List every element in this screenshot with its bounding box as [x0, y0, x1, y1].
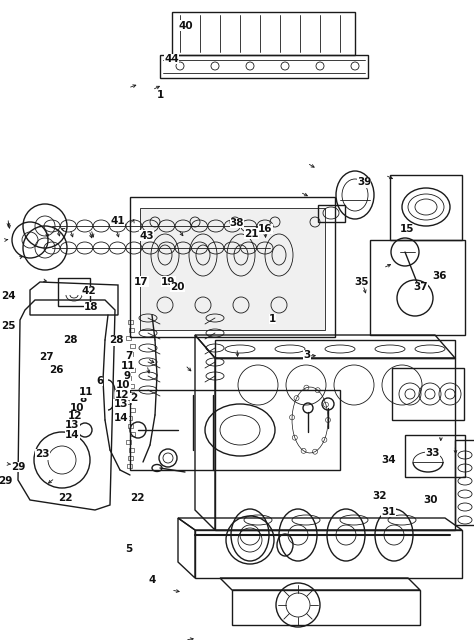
Text: 10: 10	[116, 380, 130, 390]
Text: 11: 11	[79, 387, 93, 397]
Bar	[405, 435, 465, 477]
Text: 3: 3	[303, 350, 311, 360]
Polygon shape	[140, 208, 325, 330]
Text: 7: 7	[125, 351, 133, 361]
Bar	[130, 408, 135, 412]
Text: 39: 39	[357, 177, 371, 188]
Text: 22: 22	[58, 493, 73, 503]
Text: 34: 34	[382, 454, 396, 465]
Bar	[128, 352, 133, 356]
Bar	[129, 448, 134, 452]
Bar	[130, 390, 340, 470]
Bar	[128, 320, 133, 324]
Text: 32: 32	[372, 491, 386, 501]
Text: 6: 6	[96, 376, 103, 386]
Text: 9: 9	[123, 371, 131, 381]
Text: 11: 11	[121, 361, 135, 371]
Text: 5: 5	[125, 544, 133, 554]
Text: 14: 14	[65, 430, 79, 440]
Text: 24: 24	[1, 291, 16, 301]
Text: 10: 10	[70, 403, 84, 413]
Text: 13: 13	[114, 399, 128, 410]
Bar	[128, 424, 133, 428]
Bar	[128, 456, 133, 460]
Text: 43: 43	[140, 230, 154, 241]
Bar	[129, 328, 134, 332]
Text: 1: 1	[156, 90, 164, 100]
Text: 2: 2	[130, 393, 137, 403]
Text: 25: 25	[1, 321, 16, 332]
Text: 41: 41	[110, 216, 125, 226]
Bar	[126, 440, 131, 444]
Bar	[370, 240, 465, 335]
Text: 14: 14	[114, 413, 128, 423]
Text: 20: 20	[171, 282, 185, 292]
Bar	[130, 197, 335, 337]
Text: 13: 13	[65, 420, 80, 430]
Text: 28: 28	[109, 335, 123, 346]
Text: 23: 23	[36, 449, 50, 460]
Text: 31: 31	[382, 507, 396, 517]
Text: 17: 17	[134, 276, 148, 287]
Text: 27: 27	[39, 352, 54, 362]
Text: 37: 37	[414, 282, 428, 292]
Text: 16: 16	[258, 224, 273, 234]
Text: 28: 28	[63, 335, 77, 346]
Text: 33: 33	[425, 448, 439, 458]
Bar	[127, 464, 132, 468]
Text: 1: 1	[269, 314, 276, 324]
Text: 22: 22	[130, 493, 145, 503]
Text: 4: 4	[149, 575, 156, 585]
Bar	[130, 368, 135, 372]
Text: 21: 21	[244, 228, 258, 239]
Text: 12: 12	[68, 411, 82, 421]
Text: 38: 38	[230, 218, 244, 228]
Bar	[126, 376, 131, 380]
Text: 42: 42	[82, 286, 96, 296]
Text: 19: 19	[161, 276, 175, 287]
Bar	[127, 416, 132, 420]
Bar	[129, 432, 135, 436]
Text: 40: 40	[179, 20, 193, 31]
Text: 36: 36	[433, 271, 447, 282]
Bar	[127, 360, 132, 364]
Text: 30: 30	[423, 495, 438, 506]
Bar	[129, 344, 135, 348]
Bar	[58, 278, 90, 306]
Text: 8: 8	[79, 394, 87, 404]
Bar	[126, 336, 131, 340]
Bar	[392, 368, 464, 420]
Text: 12: 12	[115, 390, 129, 400]
Bar	[126, 400, 131, 404]
Text: 18: 18	[84, 302, 98, 312]
Text: 35: 35	[354, 276, 368, 287]
Text: 29: 29	[0, 476, 13, 486]
Text: 15: 15	[400, 224, 414, 234]
Bar	[390, 175, 462, 240]
Text: 26: 26	[49, 365, 63, 375]
Text: 44: 44	[164, 54, 179, 64]
Bar	[129, 392, 134, 396]
Text: 29: 29	[11, 462, 25, 472]
Bar	[128, 384, 134, 388]
